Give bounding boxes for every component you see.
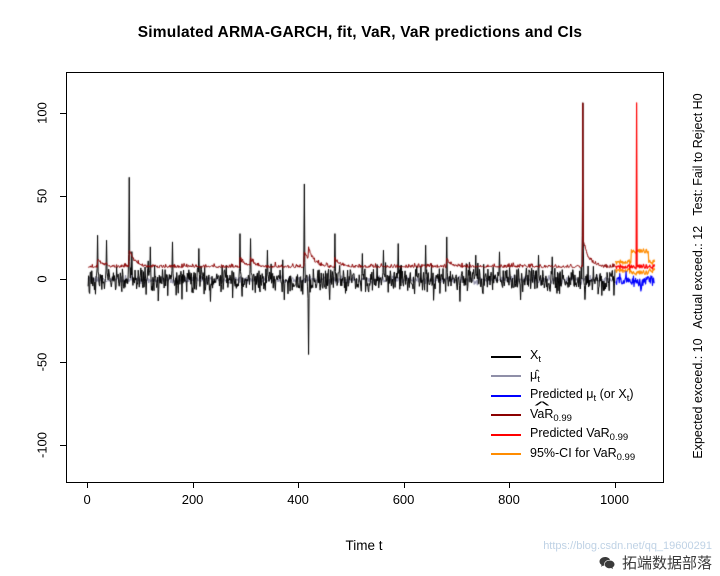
legend-item: Predicted VaR0.99 [491,425,635,445]
legend-label: Xt [530,348,541,365]
legend-text: t [538,354,541,366]
x-tick-label: 800 [498,492,520,507]
x-tick-mark [403,482,405,488]
watermark: https://blog.csdn.net/qq_19600291 拓端数据部落 [543,540,712,573]
x-tick-mark [614,482,616,488]
legend-label: 95%-CI for VaR0.99 [530,446,635,463]
legend-text: Predicted VaR [530,426,610,441]
legend-line-ci [491,453,521,456]
legend-label: Predicted VaR0.99 [530,426,628,443]
legend-line-var [491,414,521,417]
legend-item: VaR0.99 [491,406,635,426]
watermark-brand-row: 拓端数据部落 [543,552,712,573]
legend-text: X [530,348,539,363]
legend-line-mu_hat [491,375,521,378]
legend-text: 0.99 [553,412,572,424]
legend-text: (or X [596,387,627,402]
legend-label: VaR0.99 [530,407,572,424]
x-tick-mark [509,482,511,488]
legend-line-pred_mu [491,394,521,397]
legend-item: μ̂t [491,367,635,387]
y-tick-mark [60,196,66,198]
x-tick-label: 600 [392,492,415,507]
legend-text: t [626,393,630,405]
x-tick-label: 1000 [600,492,629,507]
legend-text: t [537,373,540,385]
legend-label: Predicted μt (or Xt) [530,387,634,404]
x-tick-mark [298,482,300,488]
y-tick-mark [60,278,66,280]
chart-title: Simulated ARMA-GARCH, fit, VaR, VaR pred… [137,24,583,41]
y-tick-mark [60,444,66,446]
legend-text: t [593,393,597,405]
legend-item: 95%-CI for VaR0.99 [491,445,635,465]
y-tick-label: -100 [34,431,50,458]
legend-line-x [491,355,521,358]
legend-label: μ̂t [530,368,540,385]
x-axis-label: Time t [345,538,383,553]
chart-canvas [67,73,663,482]
legend-text: 0.99 [609,432,629,444]
x-tick-label: 0 [83,492,91,507]
y-tick-mark [60,361,66,363]
legend-text: VaR [530,407,553,421]
y-tick-mark [60,113,66,115]
y-tick-label: 100 [34,102,50,125]
legend-text: 0.99 [616,451,636,463]
x-tick-mark [87,482,89,488]
y-tick-label: 50 [34,188,50,204]
y-tick-label: 0 [34,275,50,283]
legend-text: ) [629,387,634,402]
legend-line-pred_var [491,433,521,436]
x-tick-mark [192,482,194,488]
watermark-brand: 拓端数据部落 [621,555,712,572]
wechat-icon [599,556,615,569]
x-tick-label: 200 [181,492,204,507]
x-tick-label: 400 [287,492,309,507]
right-annotation: Expected exceed.: 10 Actual exceed.: 12 … [691,93,705,459]
y-tick-label: -50 [34,352,50,372]
legend-item: Predicted μt (or Xt) [491,386,635,406]
watermark-url: https://blog.csdn.net/qq_19600291 [543,540,712,552]
legend-text: Predicted μ [530,387,594,402]
legend-item: Xt [491,347,635,367]
legend-text: μ̂ [530,367,538,382]
legend-text: 95%-CI for VaR [530,445,617,460]
